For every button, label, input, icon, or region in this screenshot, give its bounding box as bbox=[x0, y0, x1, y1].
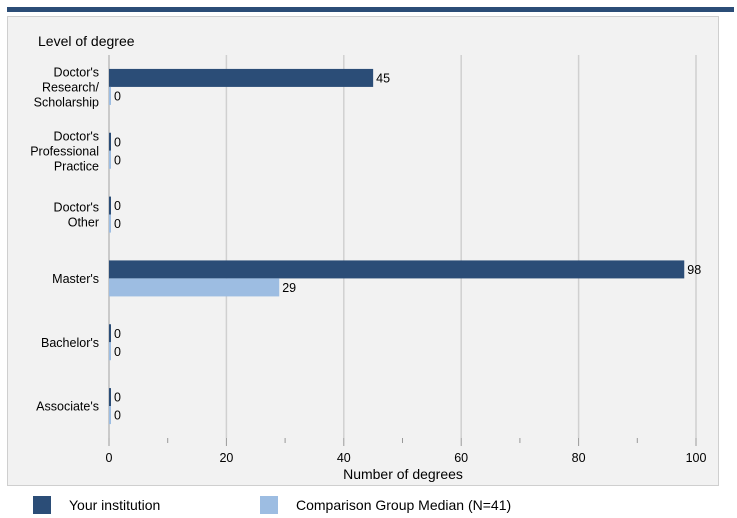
legend: Your institution Comparison Group Median… bbox=[7, 486, 719, 518]
bar-your-institution bbox=[109, 388, 111, 407]
x-tick-label: 60 bbox=[454, 451, 468, 465]
legend-swatch-your-institution bbox=[33, 496, 51, 514]
bar-comparison-group bbox=[109, 406, 111, 425]
x-axis-title: Number of degrees bbox=[343, 466, 463, 482]
data-label: 0 bbox=[114, 199, 121, 213]
x-tick-label: 40 bbox=[337, 451, 351, 465]
bar-chart: Level of degree 45 0 0 0 0 0 98 29 0 0 0 0 Doctor's… bbox=[30, 33, 707, 482]
x-tick-label: 100 bbox=[686, 451, 707, 465]
bar-comparison-group bbox=[109, 278, 280, 297]
value-labels: 45 0 0 0 0 0 98 29 0 0 0 0 bbox=[114, 71, 701, 422]
data-label: 0 bbox=[114, 391, 121, 405]
x-tick-label: 20 bbox=[219, 451, 233, 465]
data-label: 0 bbox=[114, 327, 121, 341]
bar-your-institution bbox=[109, 132, 111, 151]
category-labels: Doctor's Research/Scholarship Doctor's Prof… bbox=[30, 65, 99, 413]
top-accent-bar bbox=[7, 7, 734, 12]
category-label: Master's bbox=[52, 272, 99, 286]
data-label: 0 bbox=[114, 409, 121, 423]
data-label: 0 bbox=[114, 153, 121, 167]
x-tick-label: 80 bbox=[572, 451, 586, 465]
bar-comparison-group bbox=[109, 214, 111, 233]
x-axis: 0 20 40 60 80 100 bbox=[106, 438, 707, 465]
category-label: Associate's bbox=[36, 400, 99, 414]
bars bbox=[109, 68, 685, 425]
data-label: 45 bbox=[376, 71, 390, 85]
category-label: Doctor's Research/Scholarship bbox=[34, 65, 100, 109]
legend-label: Your institution bbox=[69, 497, 161, 513]
category-label: Doctor's Other bbox=[54, 201, 99, 230]
data-label: 98 bbox=[687, 263, 701, 277]
data-label: 0 bbox=[114, 89, 121, 103]
legend-item-comparison-group: Comparison Group Median (N=41) bbox=[260, 496, 511, 514]
bar-comparison-group bbox=[109, 86, 111, 105]
data-label: 0 bbox=[114, 345, 121, 359]
gridlines bbox=[108, 55, 697, 438]
bar-comparison-group bbox=[109, 342, 111, 361]
data-label: 0 bbox=[114, 217, 121, 231]
data-label: 0 bbox=[114, 135, 121, 149]
x-tick-label: 0 bbox=[106, 451, 113, 465]
y-axis-title: Level of degree bbox=[38, 33, 135, 49]
legend-swatch-comparison-group bbox=[260, 496, 278, 514]
data-label: 29 bbox=[282, 281, 296, 295]
bar-comparison-group bbox=[109, 150, 111, 169]
chart-panel: Level of degree 45 0 0 0 0 0 98 29 0 0 0 0 Doctor's… bbox=[7, 16, 719, 486]
legend-label: Comparison Group Median (N=41) bbox=[296, 497, 512, 513]
bar-your-institution bbox=[109, 68, 374, 87]
legend-item-your-institution: Your institution bbox=[33, 496, 160, 514]
bar-your-institution bbox=[109, 260, 685, 279]
category-label: Bachelor's bbox=[41, 336, 99, 350]
bar-your-institution bbox=[109, 196, 111, 215]
category-label: Doctor's Professional Practice bbox=[30, 129, 99, 173]
bar-your-institution bbox=[109, 324, 111, 343]
